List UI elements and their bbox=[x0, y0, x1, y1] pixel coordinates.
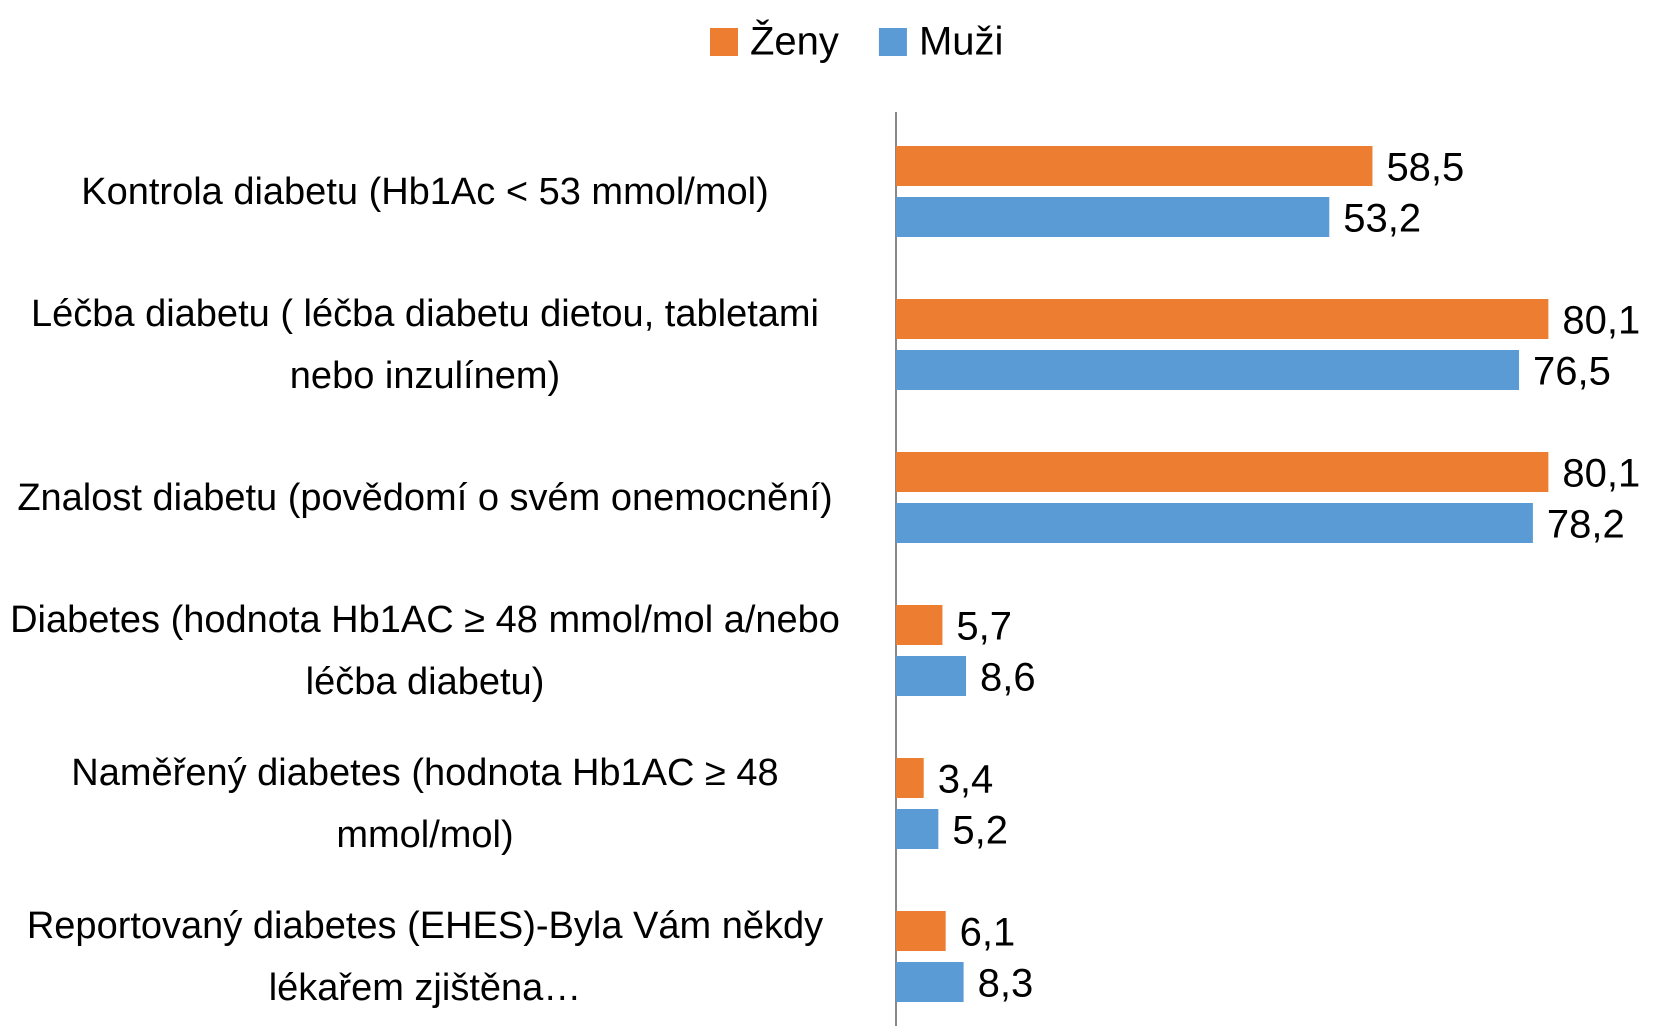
legend-swatch bbox=[710, 28, 738, 56]
value-label: 76,5 bbox=[1533, 350, 1611, 394]
legend-swatch bbox=[878, 28, 907, 56]
category-label: Znalost diabetu (povědomí o svém onemocn… bbox=[17, 476, 833, 519]
bar bbox=[896, 758, 924, 798]
value-label: 80,1 bbox=[1562, 299, 1640, 343]
value-label: 58,5 bbox=[1386, 146, 1464, 190]
value-label: 5,7 bbox=[956, 605, 1012, 649]
value-label: 8,6 bbox=[980, 656, 1036, 700]
legend-label: Ženy bbox=[750, 19, 839, 64]
bar bbox=[896, 503, 1533, 543]
category-label: Naměřený diabetes (hodnota Hb1AC ≥ 48 mm… bbox=[71, 751, 779, 856]
value-label: 78,2 bbox=[1547, 503, 1625, 547]
bar bbox=[896, 452, 1549, 492]
category-label: Diabetes (hodnota Hb1AC ≥ 48 mmol/mol a/… bbox=[10, 598, 840, 703]
value-label: 53,2 bbox=[1343, 197, 1421, 241]
legend-label: Muži bbox=[919, 20, 1003, 64]
value-label: 80,1 bbox=[1562, 452, 1640, 496]
category-label: Léčba diabetu ( léčba diabetu dietou, ta… bbox=[31, 292, 819, 397]
bar bbox=[896, 656, 967, 696]
category-label: Reportovaný diabetes (EHES)-Byla Vám něk… bbox=[26, 904, 824, 1009]
category-label: Kontrola diabetu (Hb1Ac < 53 mmol/mol) bbox=[81, 170, 769, 213]
bar bbox=[896, 350, 1520, 390]
bar bbox=[896, 146, 1373, 186]
bar bbox=[896, 962, 964, 1002]
value-label: 6,1 bbox=[960, 911, 1016, 955]
value-label: 3,4 bbox=[938, 758, 994, 802]
bar bbox=[896, 605, 943, 645]
bar bbox=[896, 809, 939, 849]
value-label: 5,2 bbox=[952, 809, 1008, 853]
value-label: 8,3 bbox=[978, 962, 1034, 1006]
bar bbox=[896, 197, 1330, 237]
bar bbox=[896, 299, 1549, 339]
bar bbox=[896, 911, 946, 951]
